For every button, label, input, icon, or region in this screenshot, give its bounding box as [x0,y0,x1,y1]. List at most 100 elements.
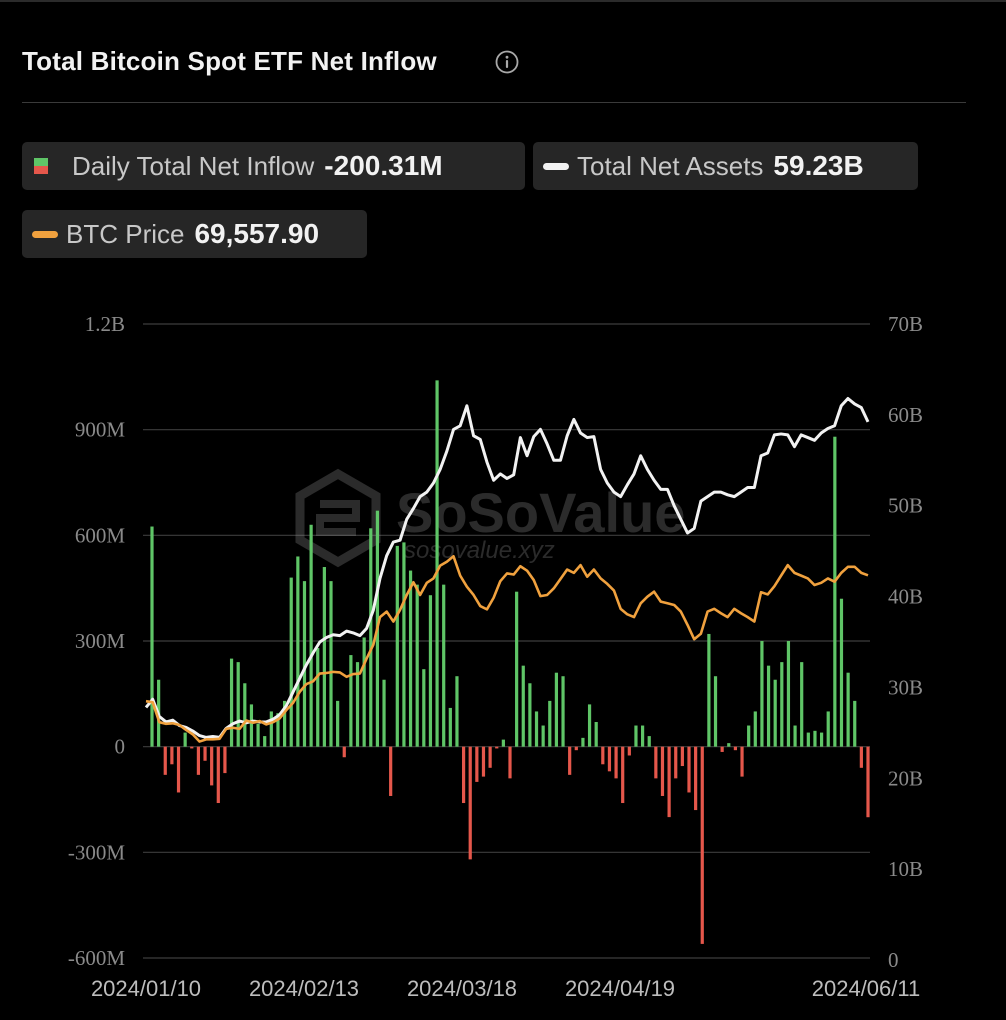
inflow-bar [846,672,850,747]
inflow-bar [276,713,280,747]
inflow-bar [534,711,539,747]
inflow-bar [640,725,645,747]
inflow-bar [216,746,220,804]
inflow-bar [760,641,764,747]
inflow-bar [269,711,273,747]
left-axis-tick: 900M [75,418,126,442]
left-axis-tick: 300M [75,629,126,653]
inflow-bar [150,526,154,747]
inflow-bars [150,380,870,944]
right-axis-tick: 60B [888,403,923,427]
header-divider [22,102,966,103]
legend-label: Total Net Assets [577,150,764,181]
line-swatch-icon [543,162,569,170]
inflow-bar [196,746,201,775]
inflow-bar [190,746,194,749]
inflow-bar [302,581,307,747]
inflow-bar [349,655,353,747]
etf-flow-chart[interactable]: SoSoValue sosovalue.xyz 1.2B 900M 600M 300M… [0,300,1006,1020]
btc-price-line [145,554,869,743]
right-axis-tick: 20B [888,766,923,790]
top-rule [0,0,1006,2]
inflow-bar [296,556,300,747]
chart-title: Total Bitcoin Spot ETF Net Inflow [22,46,437,76]
series-lines [144,397,870,743]
inflow-bar [819,732,824,747]
inflow-bar [336,700,340,747]
inflow-bar [833,436,837,747]
inflow-bar [660,746,665,796]
inflow-bar [548,700,552,747]
inflow-bar [647,736,651,747]
inflow-bar [461,746,466,804]
inflow-bar [501,739,505,747]
inflow-bar [561,676,565,747]
inflow-bar [773,679,777,747]
inflow-bar [654,746,658,779]
inflow-bar [515,591,519,747]
inflow-bar [793,725,797,747]
legend-btc-price[interactable]: BTC Price 69,557.90 [22,210,367,258]
inflow-bar [402,542,406,747]
inflow-bar [488,746,492,768]
inflow-bar [859,746,863,768]
inflow-bar [223,746,227,774]
inflow-bar [495,746,499,749]
right-axis-tick: 0 [888,948,899,972]
inflow-bar [839,598,844,747]
inflow-bar [694,746,698,811]
legend-daily-inflow[interactable]: Daily Total Net Inflow -200.31M [22,142,525,190]
bar-swatch-icon [34,158,48,174]
inflow-bar [468,746,472,860]
legend-label: BTC Price [66,218,185,249]
inflow-bar [707,633,711,747]
inflow-bar [289,577,293,747]
inflow-bar [780,662,784,747]
inflow-bar [587,704,592,747]
inflow-bar [362,637,366,747]
inflow-bar [170,746,174,765]
legend-value: 69,557.90 [194,218,320,249]
inflow-bar [687,746,691,793]
inflow-bar [753,711,757,747]
x-axis-date-label: 2024/03/18 [407,976,517,1001]
inflow-bar [800,662,804,747]
axis-labels: 1.2B 900M 600M 300M 0 -300M -600M 70B 60B 50B 40B 3… [68,312,923,1001]
left-axis-tick: -300M [68,840,125,864]
inflow-bar [316,648,320,747]
inflow-bar [210,746,214,786]
inflow-bar [614,746,618,779]
inflow-bar [229,658,234,747]
legend-label: Daily Total Net Inflow [72,150,315,181]
inflow-bar [521,665,525,747]
info-icon[interactable] [494,49,520,75]
inflow-bar [813,730,817,747]
x-axis-date-label: 2024/06/11 [812,976,920,1001]
inflow-bar [455,676,459,747]
inflow-bar [448,707,452,747]
legend-value: 59.23B [773,150,864,181]
inflow-bar [594,722,598,747]
right-axis-tick: 30B [888,675,923,699]
inflow-bar [243,683,247,747]
inflow-bar [747,725,751,747]
watermark-brand: SoSoValue [396,481,685,544]
inflow-bar [680,746,684,767]
inflow-bar [806,732,810,747]
inflow-bar [667,746,671,818]
inflow-bar [389,746,393,796]
inflow-bar [866,746,870,818]
inflow-bar [442,584,446,747]
inflow-bar [621,746,625,804]
inflow-bar [329,581,333,747]
inflow-bar [395,545,399,747]
inflow-bar [853,700,857,747]
inflow-bar [435,380,439,747]
inflow-bar [249,704,254,747]
total-net-assets-line [144,397,870,739]
inflow-bar [236,662,240,747]
inflow-bar [382,679,386,747]
inflow-bar [282,700,287,747]
legend-total-net-assets[interactable]: Total Net Assets 59.23B [533,142,918,190]
inflow-bar [713,676,718,747]
